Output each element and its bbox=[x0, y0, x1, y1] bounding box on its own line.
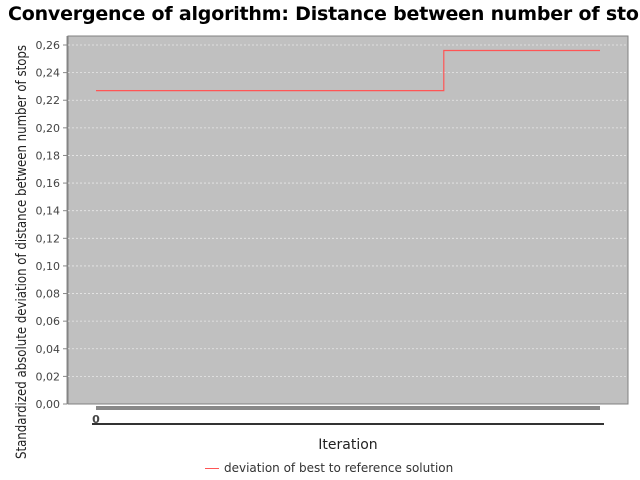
y-tick-label: 0,22 bbox=[36, 94, 61, 107]
y-tick-label: 0,00 bbox=[36, 398, 61, 411]
legend-swatch bbox=[205, 467, 219, 469]
series-line bbox=[96, 49, 600, 92]
x-axis-ticks: 0 bbox=[92, 413, 100, 426]
y-tick-label: 0,14 bbox=[36, 205, 61, 218]
y-tick-label: 0,04 bbox=[36, 343, 61, 356]
chart-title: Convergence of algorithm: Distance betwe… bbox=[8, 3, 640, 25]
x-axis-label: Iteration bbox=[318, 437, 377, 453]
y-tick-label: 0,16 bbox=[36, 177, 61, 190]
y-tick-label: 0,12 bbox=[36, 232, 61, 245]
y-tick-label: 0,20 bbox=[36, 122, 61, 135]
legend-label: deviation of best to reference solution bbox=[224, 461, 454, 475]
series-layer bbox=[96, 49, 600, 92]
y-tick-label: 0,24 bbox=[36, 67, 61, 80]
x-tick-label: 0 bbox=[92, 413, 100, 426]
y-tick-label: 0,08 bbox=[36, 288, 61, 301]
y-axis-label: Standardized absolute deviation of dista… bbox=[14, 45, 30, 459]
y-tick-label: 0,26 bbox=[36, 39, 61, 52]
y-tick-label: 0,10 bbox=[36, 260, 61, 273]
plot-background bbox=[67, 35, 629, 405]
grid-lines bbox=[68, 44, 628, 377]
y-tick-label: 0,18 bbox=[36, 149, 61, 162]
y-tick-label: 0,02 bbox=[36, 370, 61, 383]
y-tick-label: 0,06 bbox=[36, 315, 61, 328]
legend: deviation of best to reference solution bbox=[205, 461, 453, 475]
y-axis-ticks: 0,00 0,02 0,04 0,06 0,08 0,10 0,12 0,14 0,16 0,18… bbox=[36, 39, 67, 411]
